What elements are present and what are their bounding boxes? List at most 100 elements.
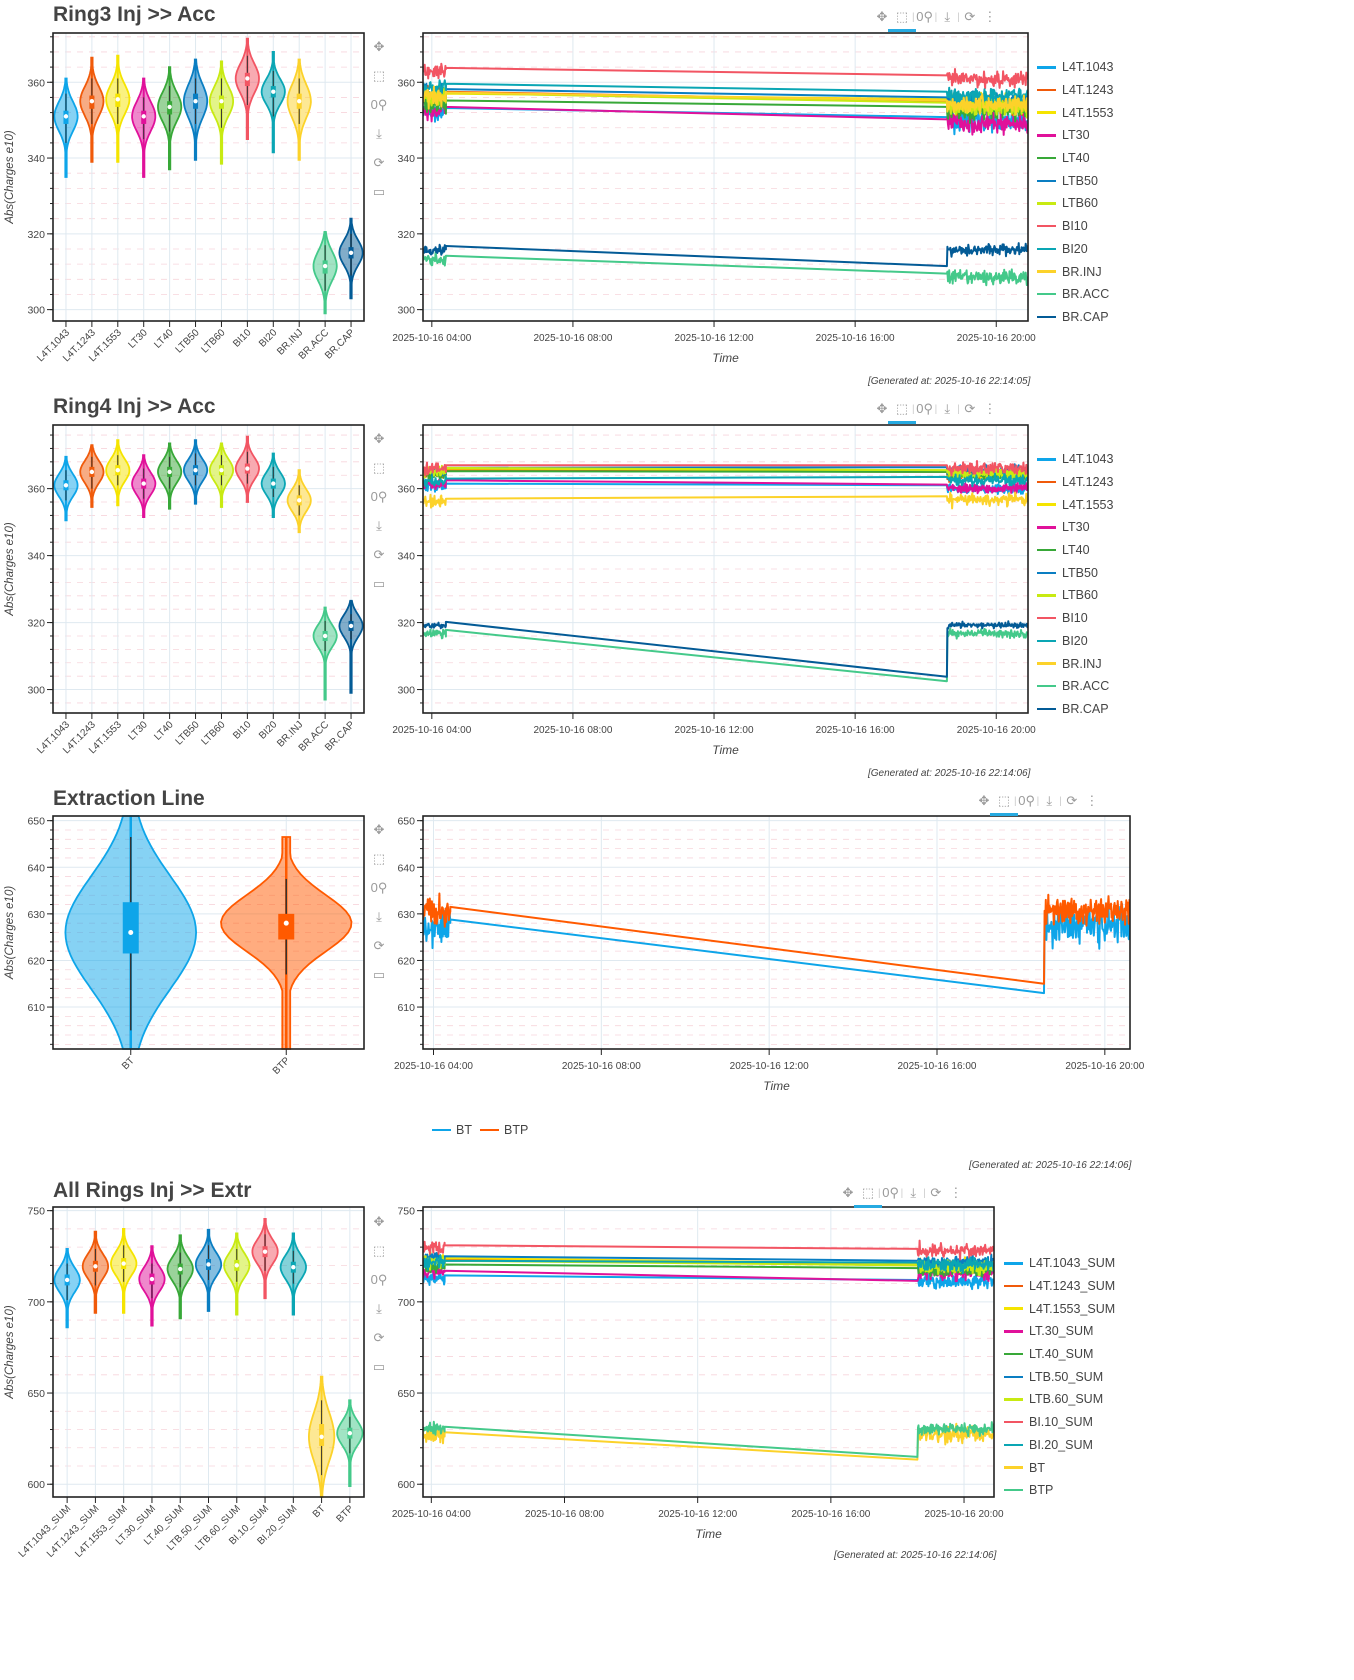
reset-icon[interactable]: ⟳ <box>373 546 385 562</box>
wheel-zoom-icon[interactable]: 0⚲ <box>370 1271 388 1287</box>
pan-icon[interactable]: ✥ <box>876 401 888 416</box>
legend-item[interactable]: L4T.1243 <box>1037 79 1113 102</box>
reset-icon[interactable]: ⟳ <box>373 937 385 953</box>
hover-icon[interactable]: ▭ <box>372 575 386 591</box>
legend-item[interactable]: BI20 <box>1037 630 1113 653</box>
violin-l4t-1553 <box>105 439 131 507</box>
wheel-zoom-icon[interactable]: 0⚲ <box>882 1185 899 1200</box>
legend-item[interactable]: LTB.60_SUM <box>1004 1388 1115 1411</box>
extraction-line-chart[interactable]: 610 620 630 640 650 2025-10-16 04:00 2025-10-1… <box>385 784 1155 1099</box>
legend-label: LT30 <box>1062 128 1090 143</box>
save-icon[interactable]: ⤓ <box>1046 793 1053 808</box>
ring4-line-chart[interactable]: 300 320 340 360 2025-10-16 04:00 2025-10-16 0… <box>385 392 1125 767</box>
allrings-violin-chart[interactable]: 600650700750L4T.1043_SUML4T.1243_SUML4T.… <box>0 1176 370 1576</box>
violin-br-inj <box>286 469 312 534</box>
pan-icon[interactable]: ✥ <box>373 1213 385 1229</box>
legend-item[interactable]: LT40 <box>1037 539 1113 562</box>
legend-item[interactable]: LTB60 <box>1037 584 1113 607</box>
legend-item[interactable]: LT.40_SUM <box>1004 1343 1115 1366</box>
save-icon[interactable]: ⤓ <box>376 1300 382 1316</box>
legend-item[interactable]: BR.INJ <box>1037 260 1113 283</box>
save-icon[interactable]: ⤓ <box>376 517 382 533</box>
save-icon[interactable]: ⤓ <box>910 1185 917 1200</box>
legend-item[interactable]: BI.20_SUM <box>1004 1434 1115 1457</box>
legend-item[interactable]: LT30 <box>1037 516 1113 539</box>
legend-item[interactable]: BI.10_SUM <box>1004 1411 1115 1434</box>
reset-icon[interactable]: ⟳ <box>1066 793 1078 808</box>
extraction-violin-chart[interactable]: 610 620 630 640 650 BT BTP Abs(Charges e10) <box>0 784 370 1094</box>
y-tick-label: 320 <box>397 618 415 630</box>
save-icon[interactable]: ⤓ <box>376 125 382 141</box>
legend-item[interactable]: BI10 <box>1037 607 1113 630</box>
legend-item[interactable]: BT <box>432 1123 472 1137</box>
legend-item[interactable]: L4T.1243 <box>1037 471 1113 494</box>
legend-item[interactable]: L4T.1553 <box>1037 493 1113 516</box>
legend-item[interactable]: BR.CAP <box>1037 306 1113 329</box>
wheel-zoom-icon[interactable]: 0⚲ <box>916 9 933 24</box>
box-zoom-icon[interactable]: ⬚ <box>369 453 389 482</box>
pan-icon[interactable]: ✥ <box>842 1185 854 1200</box>
legend-item[interactable]: L4T.1043 <box>1037 56 1113 79</box>
legend-item[interactable]: BR.ACC <box>1037 283 1113 306</box>
legend-item[interactable]: LTB.50_SUM <box>1004 1365 1115 1388</box>
legend-item[interactable]: LTB50 <box>1037 561 1113 584</box>
legend-item[interactable]: BI10 <box>1037 215 1113 238</box>
legend-item[interactable]: BT <box>1004 1456 1115 1479</box>
pan-icon[interactable]: ✥ <box>373 821 385 837</box>
hover-icon[interactable]: ⋮ <box>949 1185 963 1200</box>
legend-item[interactable]: L4T.1553 <box>1037 101 1113 124</box>
hover-icon[interactable]: ⋮ <box>1085 793 1099 808</box>
legend-item[interactable]: L4T.1043 <box>1037 448 1113 471</box>
ring3-line-chart[interactable]: 300 320 340 360 2025-10-16 04:00 2025-10-16 0… <box>385 0 1125 375</box>
box-zoom-icon[interactable]: ⬚ <box>369 1236 389 1265</box>
wheel-zoom-icon[interactable]: 0⚲ <box>916 401 933 416</box>
legend-item[interactable]: L4T.1243_SUM <box>1004 1275 1115 1298</box>
plot-frame <box>422 32 1029 322</box>
legend-item[interactable]: BR.ACC <box>1037 675 1113 698</box>
legend-item[interactable]: LT40 <box>1037 147 1113 170</box>
legend-item[interactable]: LT.30_SUM <box>1004 1320 1115 1343</box>
wheel-zoom-icon[interactable]: 0⚲ <box>370 488 388 504</box>
save-icon[interactable]: ⤓ <box>944 9 951 24</box>
legend-item[interactable]: LTB60 <box>1037 192 1113 215</box>
pan-icon[interactable]: ✥ <box>978 793 990 808</box>
legend-item[interactable]: L4T.1553_SUM <box>1004 1297 1115 1320</box>
pan-icon[interactable]: ✥ <box>373 38 385 54</box>
wheel-zoom-icon[interactable]: 0⚲ <box>370 96 388 112</box>
reset-icon[interactable]: ⟳ <box>930 1185 942 1200</box>
hover-icon[interactable]: ⋮ <box>983 401 997 416</box>
reset-icon[interactable]: ⟳ <box>964 401 976 416</box>
box-zoom-icon[interactable]: ⬚ <box>854 1183 882 1208</box>
hover-icon[interactable]: ▭ <box>372 966 386 982</box>
violin-body <box>312 606 338 701</box>
reset-icon[interactable]: ⟳ <box>964 9 976 24</box>
allrings-line-chart[interactable]: 600 650 700 750 2025-10-16 04:00 2025-10-16 0… <box>385 1176 1005 1551</box>
save-icon[interactable]: ⤓ <box>376 908 382 924</box>
hover-icon[interactable]: ▭ <box>372 183 386 199</box>
legend-item[interactable]: BR.CAP <box>1037 698 1113 721</box>
legend-item[interactable]: BTP <box>479 1123 528 1137</box>
legend-item[interactable]: LT30 <box>1037 124 1113 147</box>
legend-item[interactable]: BTP <box>1004 1479 1115 1502</box>
pan-icon[interactable]: ✥ <box>373 430 385 446</box>
wheel-zoom-icon[interactable]: 0⚲ <box>1018 793 1035 808</box>
hover-icon[interactable]: ▭ <box>372 1358 386 1374</box>
box-zoom-icon[interactable]: ⬚ <box>369 844 389 873</box>
legend-item[interactable]: BR.INJ <box>1037 652 1113 675</box>
wheel-zoom-icon[interactable]: 0⚲ <box>370 879 388 895</box>
box-zoom-icon[interactable]: ⬚ <box>369 61 389 90</box>
save-icon[interactable]: ⤓ <box>944 401 951 416</box>
hover-icon[interactable]: ⋮ <box>983 9 997 24</box>
box-zoom-icon[interactable]: ⬚ <box>888 7 916 32</box>
box-zoom-icon[interactable]: ⬚ <box>990 791 1018 816</box>
legend-item[interactable]: BI20 <box>1037 238 1113 261</box>
legend-item[interactable]: L4T.1043_SUM <box>1004 1252 1115 1275</box>
pan-icon[interactable]: ✥ <box>876 9 888 24</box>
reset-icon[interactable]: ⟳ <box>373 1329 385 1345</box>
legend-item[interactable]: LTB50 <box>1037 169 1113 192</box>
box-zoom-icon[interactable]: ⬚ <box>888 399 916 424</box>
reset-icon[interactable]: ⟳ <box>373 154 385 170</box>
violin-median <box>115 97 120 102</box>
